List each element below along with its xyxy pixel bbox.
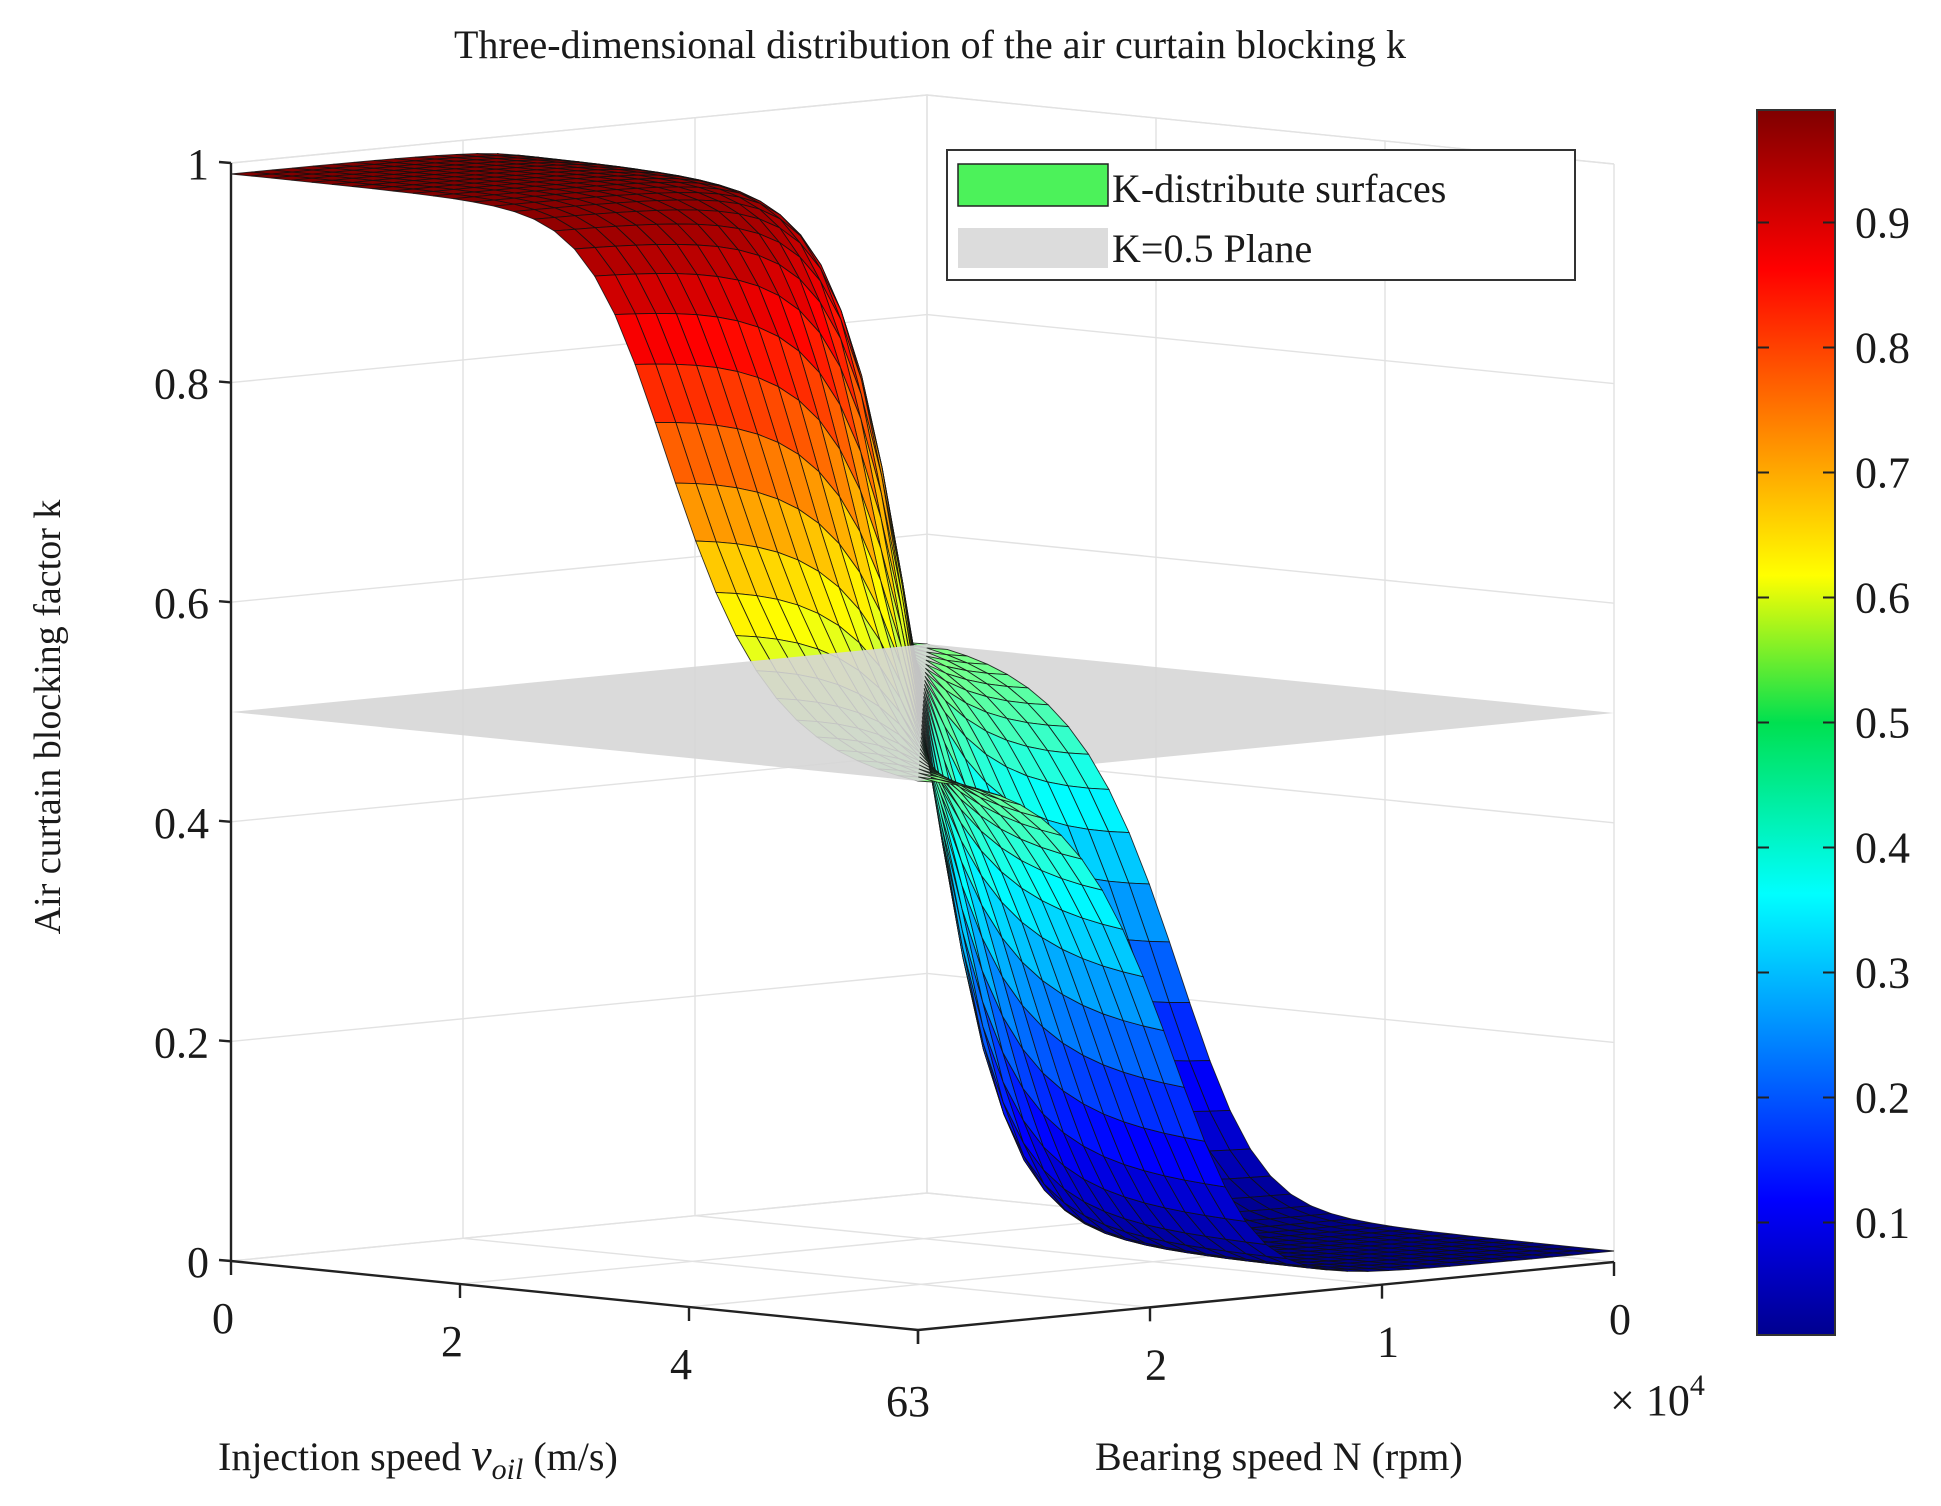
y-tick-label: 0: [1609, 1295, 1631, 1344]
z-tick: [218, 600, 232, 604]
x-tick-label: 4: [670, 1340, 692, 1389]
colorbar-tick-label: 0.5: [1855, 699, 1910, 748]
z-tick-label: 0.8: [154, 360, 209, 409]
colorbar-ticks: 0.1 0.2 0.3 0.4 0.5 0.6 0.7 0.8 0.9: [1757, 199, 1910, 1248]
grid-line-z: [230, 972, 1615, 1044]
colorbar-tick-label: 0.9: [1855, 199, 1910, 248]
legend-label-surface: K-distribute surfaces: [1112, 166, 1446, 211]
grid-line-x-floor: [459, 1215, 1157, 1285]
y-axis-exponent-power: 4: [1690, 1369, 1705, 1402]
y-axis-line: [917, 1260, 1615, 1332]
x-tick-label: 2: [441, 1317, 463, 1366]
grid-line-z: [230, 533, 1615, 604]
corner-tick-label: 63: [886, 1377, 930, 1426]
z-tick-label: 0.4: [154, 799, 209, 848]
grid-line-z: [230, 313, 1615, 385]
x-axis-line: [230, 1259, 919, 1332]
x-axis-label-sub: oil: [492, 1453, 524, 1486]
colorbar-tick-label: 0.8: [1855, 324, 1910, 373]
x-axis-label-prefix: Injection speed: [218, 1434, 471, 1479]
z-tick: [218, 1258, 232, 1263]
grid-line-y-floor: [694, 1214, 1383, 1286]
chart-title: Three-dimensional distribution of the ai…: [454, 22, 1406, 67]
grid-line-x-floor: [230, 1192, 928, 1262]
legend-label-plane: K=0.5 Plane: [1112, 226, 1312, 271]
x-axis-label-suffix: (m/s): [523, 1434, 617, 1479]
z-axis-label: Air curtain blocking factor k: [27, 500, 69, 935]
x-axis-label: Injection speed voil (m/s): [218, 1429, 618, 1486]
z-tick: [218, 819, 232, 823]
y-tick-label: 2: [1145, 1340, 1167, 1389]
surface-patch: [918, 776, 960, 786]
z-tick: [218, 1039, 232, 1043]
legend-swatch-plane: [958, 228, 1108, 268]
box-edge: [230, 94, 928, 164]
y-axis-exponent: × 104: [1610, 1369, 1705, 1425]
axes-layer: 0 0.2 0.4 0.6 0.8 1 0 2 4 0 1 2 63: [154, 140, 1631, 1426]
colorbar-tick-label: 0.3: [1855, 949, 1910, 998]
colorbar-tick-label: 0.4: [1855, 824, 1910, 873]
z-tick-label: 1: [187, 140, 209, 189]
x-tick-label: 0: [212, 1294, 234, 1343]
legend: K-distribute surfaces K=0.5 Plane: [946, 149, 1576, 281]
y-axis-label: Bearing speed N (rpm): [1095, 1434, 1463, 1479]
z-tick-label: 0: [187, 1238, 209, 1287]
x-axis-label-var: v: [471, 1429, 492, 1480]
z-tick-label: 0.2: [154, 1018, 209, 1067]
z-tick: [218, 380, 232, 384]
colorbar-tick-label: 0.2: [1855, 1074, 1910, 1123]
colorbar-tick-label: 0.1: [1855, 1199, 1910, 1248]
surface-front-layer: [918, 647, 1615, 1272]
legend-swatch-surface: [957, 163, 1109, 207]
z-tick-label: 0.6: [154, 579, 209, 628]
colorbar-tick-label: 0.6: [1855, 574, 1910, 623]
colorbar: 0.1 0.2 0.3 0.4 0.5 0.6 0.7 0.8 0.9: [1756, 109, 1910, 1336]
grid-line-y-floor: [462, 1237, 1151, 1309]
y-tick-label: 1: [1377, 1318, 1399, 1367]
z-tick: [218, 160, 232, 165]
y-axis-exponent-base: × 10: [1610, 1376, 1690, 1425]
colorbar-tick-label: 0.7: [1855, 449, 1910, 498]
